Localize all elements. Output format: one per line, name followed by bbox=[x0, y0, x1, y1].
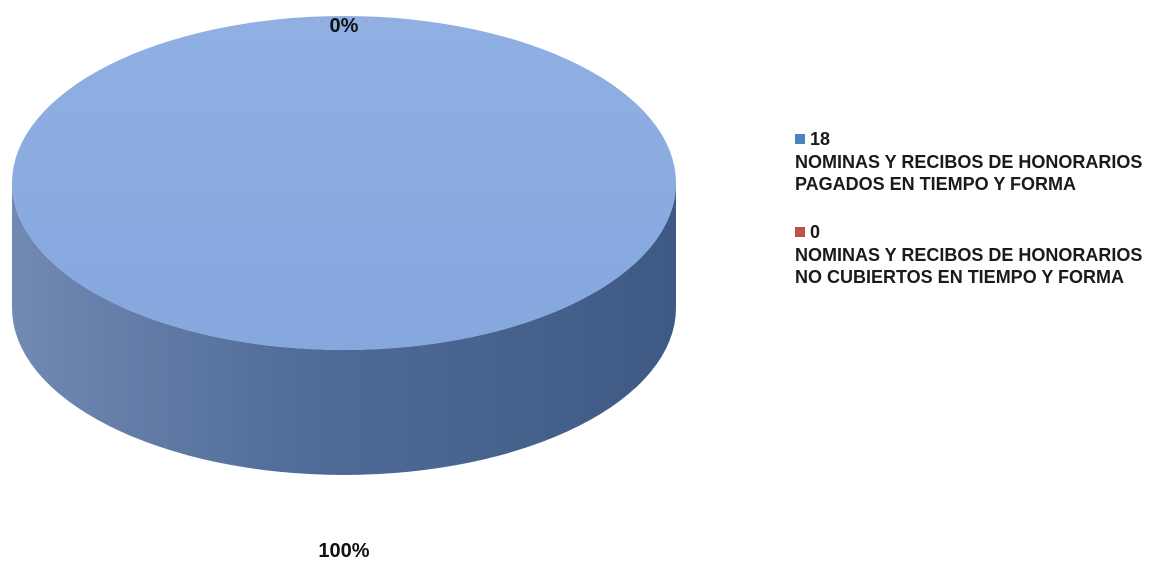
pie-group bbox=[12, 16, 676, 475]
legend-label: NOMINAS Y RECIBOS DE HONORARIOS PAGADOS … bbox=[795, 152, 1143, 194]
data-label-100-percent: 100% bbox=[318, 540, 369, 562]
pie-side-wall bbox=[12, 183, 676, 475]
legend-swatch-red bbox=[795, 227, 805, 237]
legend-value: 18 bbox=[810, 129, 831, 149]
pie-chart: 0% 100% bbox=[12, 15, 676, 562]
legend-value: 0 bbox=[810, 222, 821, 242]
legend-label: NOMINAS Y RECIBOS DE HONORARIOS NO CUBIE… bbox=[795, 245, 1143, 287]
pie-slice-0 bbox=[12, 16, 676, 350]
legend: 18 NOMINAS Y RECIBOS DE HONORARIOS PAGAD… bbox=[795, 128, 1145, 302]
legend-item: 0 NOMINAS Y RECIBOS DE HONORARIOS NO CUB… bbox=[795, 221, 1145, 288]
data-label-0-percent: 0% bbox=[330, 15, 359, 37]
legend-swatch-blue bbox=[795, 134, 805, 144]
legend-item: 18 NOMINAS Y RECIBOS DE HONORARIOS PAGAD… bbox=[795, 128, 1145, 195]
